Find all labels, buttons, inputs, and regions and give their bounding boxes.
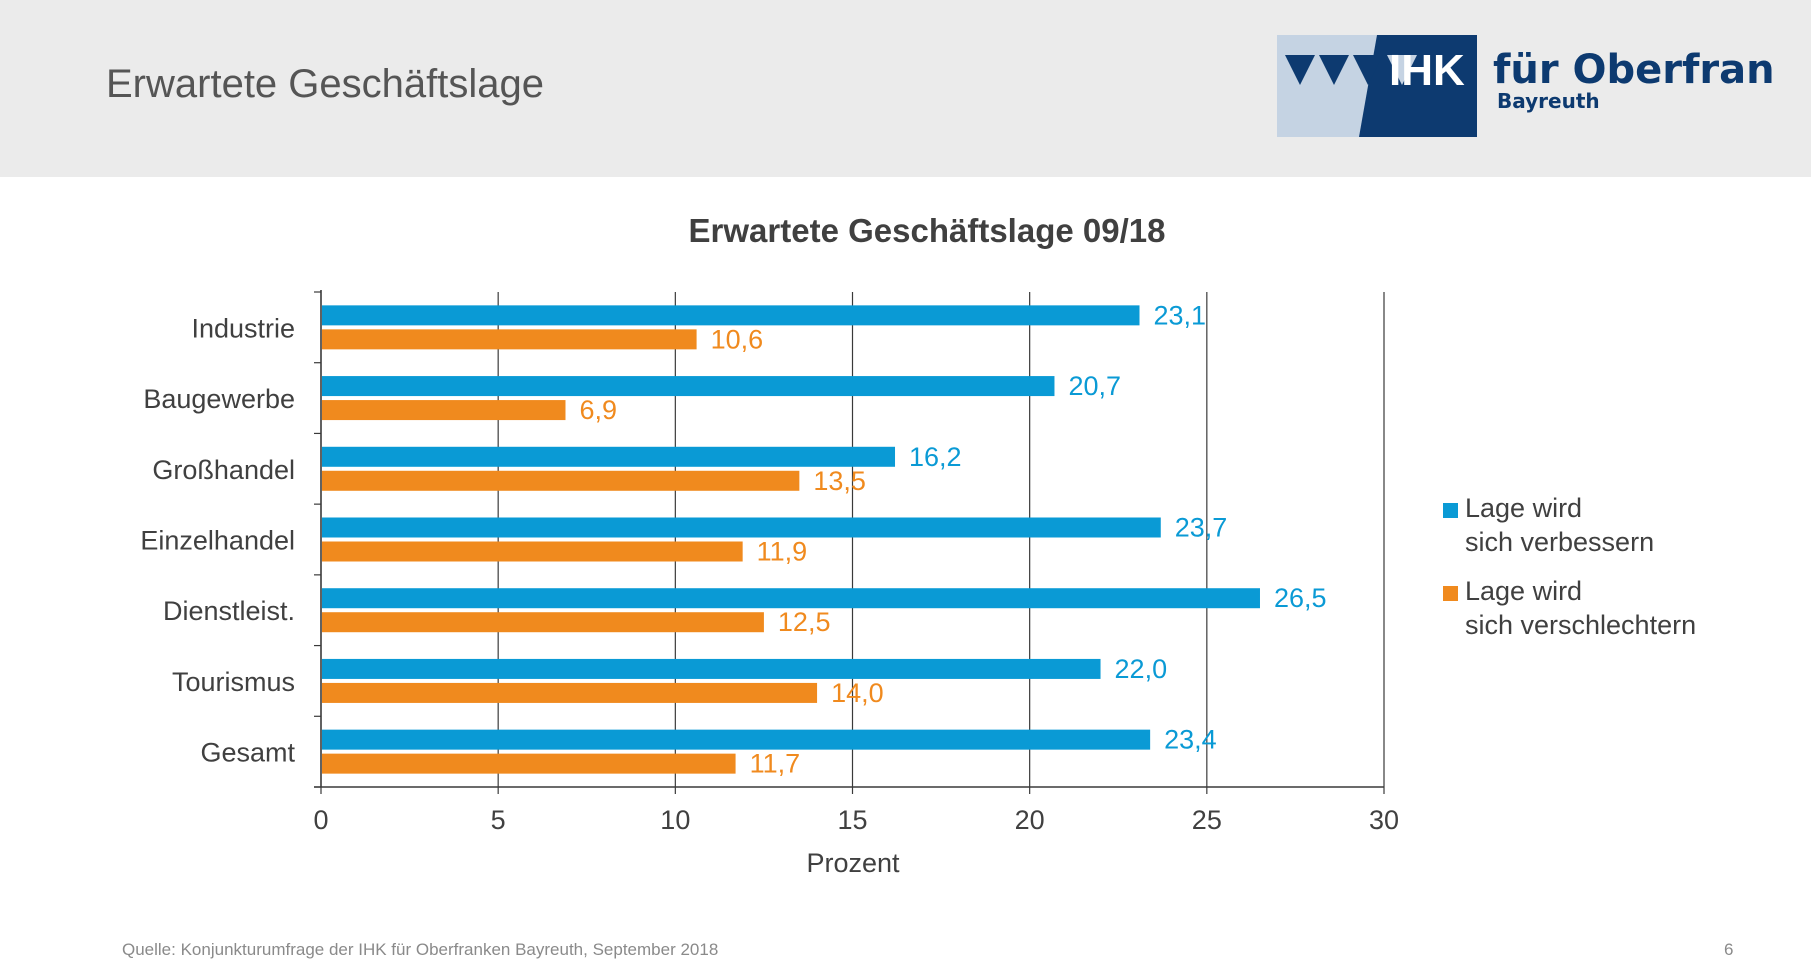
category-label: Gesamt — [200, 738, 295, 768]
logo-dark-block — [1359, 35, 1477, 137]
legend-swatch — [1443, 586, 1458, 601]
category-label: Dienstleist. — [163, 596, 295, 626]
bar-value-label: 23,7 — [1175, 513, 1228, 543]
category-label: Einzelhandel — [140, 526, 295, 556]
logo-light-block — [1277, 35, 1377, 137]
legend: Lage wird sich verbessern Lage wird sich ve… — [1443, 493, 1696, 640]
bar-value-label: 26,5 — [1274, 583, 1327, 613]
bar-value-label: 16,2 — [909, 442, 962, 472]
logo-triangle-1 — [1285, 55, 1315, 85]
legend-label: sich verschlechtern — [1465, 610, 1696, 640]
logo-triangle-3 — [1353, 55, 1383, 85]
bar-worsen — [322, 612, 764, 633]
category-label: Industrie — [191, 313, 295, 343]
category-label: Baugewerbe — [143, 384, 295, 414]
x-tick-label: 20 — [1015, 805, 1045, 835]
logo-triangle-2 — [1319, 55, 1349, 85]
bar-improve — [322, 305, 1140, 326]
legend-label: Lage wird — [1465, 576, 1582, 606]
x-tick-label: 0 — [313, 805, 328, 835]
bar-improve — [322, 446, 896, 467]
bar-improve — [322, 658, 1101, 679]
x-tick-label: 5 — [491, 805, 506, 835]
bar-worsen — [322, 470, 800, 491]
x-tick-label: 15 — [837, 805, 867, 835]
bar-worsen — [322, 400, 566, 421]
page-title: Erwartete Geschäftslage — [106, 62, 544, 106]
legend-label: sich verbessern — [1465, 527, 1654, 557]
header-band — [0, 0, 1811, 177]
logo-abbr: IHK — [1389, 46, 1465, 95]
x-tick-label: 25 — [1192, 805, 1222, 835]
bar-value-label: 13,5 — [813, 466, 866, 496]
x-tick-label: 30 — [1369, 805, 1399, 835]
x-tick-label: 10 — [660, 805, 690, 835]
gridlines — [497, 292, 1385, 787]
logo-triangle-4 — [1387, 55, 1417, 85]
page-number: 6 — [1724, 940, 1734, 959]
legend-label: Lage wird — [1465, 493, 1582, 523]
category-label: Tourismus — [172, 667, 295, 697]
bar-value-label: 11,7 — [750, 749, 801, 779]
bar-chart: Erwartete Geschäftslage 09/18 23,1 20,7 16… — [140, 212, 1696, 878]
bar-improve — [322, 729, 1151, 750]
bar-value-label: 11,9 — [757, 537, 808, 567]
axes: 0 5 10 15 20 25 30 Industrie Baugewerbe Großhande… — [140, 290, 1399, 835]
source-note: Quelle: Konjunkturumfrage der IHK für Ob… — [122, 940, 719, 959]
bar-worsen — [322, 682, 818, 703]
bars: 23,1 20,7 16,2 23,7 26,5 22,0 23,4 10,6 6,9 13,5 1… — [322, 300, 1327, 779]
logo-city: Bayreuth — [1497, 89, 1600, 113]
ihk-logo: IHK für Oberfranken Bayreuth — [1277, 35, 1777, 137]
bar-value-label: 22,0 — [1115, 654, 1168, 684]
bar-value-label: 12,5 — [778, 607, 831, 637]
bar-value-label: 14,0 — [831, 678, 884, 708]
bar-value-label: 20,7 — [1068, 371, 1121, 401]
x-axis-label: Prozent — [806, 848, 900, 878]
bar-value-label: 6,9 — [579, 395, 617, 425]
bar-improve — [322, 517, 1161, 538]
bar-improve — [322, 588, 1260, 609]
bar-value-label: 23,4 — [1164, 725, 1217, 755]
bar-worsen — [322, 753, 736, 774]
logo-name: für Oberfranken — [1493, 47, 1777, 93]
legend-swatch — [1443, 503, 1458, 518]
bar-value-label: 10,6 — [711, 324, 764, 354]
bar-improve — [322, 376, 1055, 397]
category-label: Großhandel — [152, 455, 295, 485]
bar-worsen — [322, 541, 743, 562]
bar-value-label: 23,1 — [1154, 300, 1207, 330]
bar-worsen — [322, 329, 697, 350]
chart-title: Erwartete Geschäftslage 09/18 — [689, 212, 1166, 249]
